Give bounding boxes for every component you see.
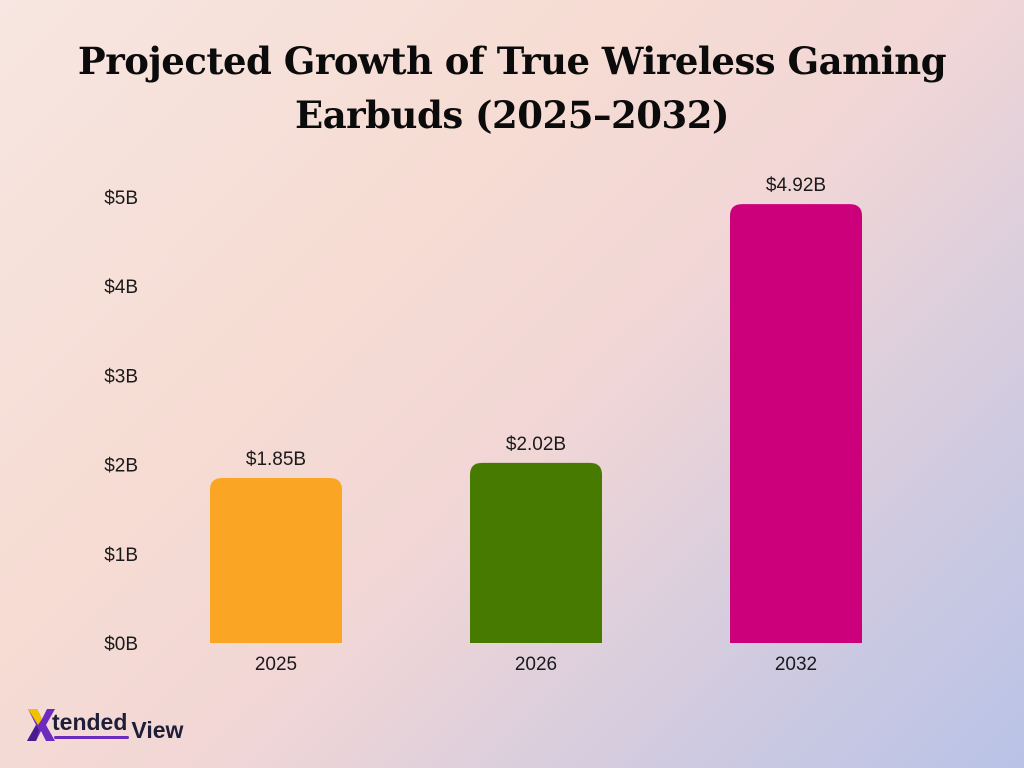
bar-2025 bbox=[210, 477, 342, 643]
data-label-2025: $1.85B bbox=[246, 449, 306, 470]
chart-title: Projected Growth of True Wireless Gaming… bbox=[40, 34, 984, 142]
y-tick-label: $4B bbox=[104, 277, 138, 298]
bar-2026 bbox=[470, 462, 602, 643]
data-label-2026: $2.02B bbox=[506, 434, 566, 455]
logo-text-tended: tended bbox=[52, 709, 130, 739]
x-tick-label-2032: 2032 bbox=[775, 654, 817, 675]
x-logo-mark-icon bbox=[27, 709, 55, 741]
y-tick-label: $0B bbox=[104, 634, 138, 655]
chart-title-line-2: Earbuds (2025–2032) bbox=[295, 93, 730, 137]
y-tick-label: $2B bbox=[104, 456, 138, 477]
y-tick-label: $5B bbox=[104, 188, 138, 209]
chart-title-line-1: Projected Growth of True Wireless Gaming bbox=[77, 39, 947, 83]
y-tick-label: $1B bbox=[104, 545, 138, 566]
y-tick-label: $3B bbox=[104, 366, 138, 387]
x-tick-label-2026: 2026 bbox=[515, 654, 557, 675]
bar-2032 bbox=[730, 204, 862, 644]
x-tick-label-2025: 2025 bbox=[255, 654, 297, 675]
data-label-2032: $4.92B bbox=[766, 175, 826, 196]
xtendedview-logo: tended View bbox=[26, 702, 183, 744]
logo-text-view: View bbox=[131, 717, 184, 743]
